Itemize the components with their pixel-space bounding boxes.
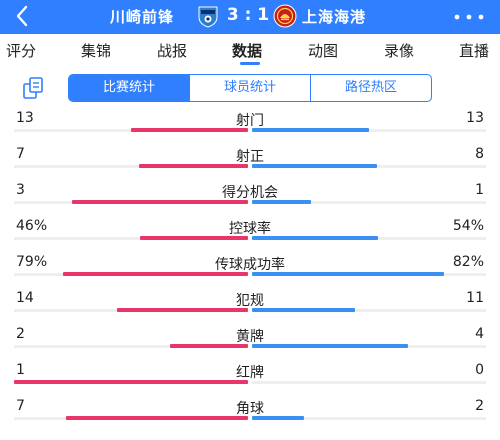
stat-home-value: 7 — [16, 146, 25, 162]
home-bar — [72, 200, 248, 204]
away-track — [252, 381, 486, 384]
stat-label: 黄牌 — [236, 329, 264, 345]
stat-label: 红牌 — [236, 365, 264, 381]
away-bar — [252, 236, 378, 240]
segment-player-stats[interactable]: 球员统计 — [189, 75, 310, 101]
kawasaki-frontale-crest-icon[interactable] — [197, 4, 219, 28]
stat-label: 射门 — [236, 113, 264, 129]
away-bar — [252, 164, 377, 168]
shanghai-port-crest-icon[interactable] — [273, 4, 297, 28]
stat-label: 角球 — [236, 401, 264, 417]
stat-row-corners: 7 角球 2 — [0, 398, 500, 434]
home-track — [14, 165, 248, 168]
away-bar — [252, 272, 444, 276]
segment-heat-zones[interactable]: 路径热区 — [310, 75, 431, 101]
stat-row-yellow-cards: 2 黄牌 4 — [0, 326, 500, 362]
tab-live[interactable]: 直播 — [459, 42, 490, 60]
away-bar — [252, 344, 408, 348]
segment-match-stats[interactable]: 比赛统计 — [69, 75, 189, 101]
tab-replay[interactable]: 录像 — [384, 42, 415, 60]
stat-home-value: 46% — [16, 218, 48, 234]
away-track — [252, 129, 486, 132]
share-icon — [23, 77, 43, 99]
more-button[interactable] — [452, 9, 486, 23]
stat-home-value: 14 — [16, 290, 34, 306]
stat-home-value: 7 — [16, 398, 25, 414]
stat-away-value: 2 — [475, 398, 484, 414]
stat-away-value: 11 — [466, 290, 484, 306]
away-track — [252, 309, 486, 312]
away-bar — [252, 308, 355, 312]
stat-label: 得分机会 — [222, 185, 278, 201]
tab-data[interactable]: 数据 — [232, 42, 263, 60]
home-bar — [14, 380, 248, 384]
stat-home-value: 3 — [16, 182, 25, 198]
home-bar — [66, 416, 248, 420]
stat-home-value: 1 — [16, 362, 25, 378]
home-bar — [139, 164, 248, 168]
away-track — [252, 417, 486, 420]
away-bar — [252, 200, 311, 204]
home-track — [14, 237, 248, 240]
home-bar — [170, 344, 248, 348]
stat-label: 射正 — [236, 149, 264, 165]
tab-rating[interactable]: 评分 — [6, 42, 37, 60]
away-bar — [252, 416, 304, 420]
stat-row-red-cards: 1 红牌 0 — [0, 362, 500, 398]
stat-row-shots: 13 射门 13 — [0, 110, 500, 146]
stat-label: 控球率 — [229, 221, 271, 237]
more-dots-icon — [454, 14, 484, 20]
match-score: 3 : 1 — [226, 5, 270, 25]
stat-row-chances: 3 得分机会 1 — [0, 182, 500, 218]
stat-away-value: 13 — [466, 110, 484, 126]
stat-row-pass-accuracy: 79% 传球成功率 82% — [0, 254, 500, 290]
stat-away-value: 82% — [452, 254, 484, 270]
home-bar — [131, 128, 248, 132]
home-bar — [140, 236, 248, 240]
stat-row-fouls: 14 犯规 11 — [0, 290, 500, 326]
stat-home-value: 13 — [16, 110, 34, 126]
back-button[interactable] — [10, 3, 36, 29]
stat-label: 传球成功率 — [215, 257, 285, 273]
stat-away-value: 4 — [475, 326, 484, 342]
match-header: 川崎前锋 3 : 1 上海海港 — [0, 0, 500, 34]
stat-away-value: 1 — [475, 182, 484, 198]
tab-report[interactable]: 战报 — [157, 42, 188, 60]
home-bar — [63, 272, 248, 276]
chevron-left-icon — [16, 5, 28, 27]
away-track — [252, 201, 486, 204]
away-team-name[interactable]: 上海海港 — [302, 8, 367, 26]
active-tab-indicator — [240, 62, 260, 65]
stat-row-possession: 46% 控球率 54% — [0, 218, 500, 254]
tab-highlights[interactable]: 集锦 — [81, 42, 112, 60]
stat-home-value: 79% — [16, 254, 48, 270]
home-bar — [117, 308, 248, 312]
stat-away-value: 8 — [475, 146, 484, 162]
share-button[interactable] — [20, 75, 46, 101]
stat-away-value: 54% — [452, 218, 484, 234]
tab-gifs[interactable]: 动图 — [308, 42, 339, 60]
stat-label: 犯规 — [236, 293, 264, 309]
away-bar — [252, 128, 369, 132]
stat-row-shots-on-target: 7 射正 8 — [0, 146, 500, 182]
stat-away-value: 0 — [475, 362, 484, 378]
stat-home-value: 2 — [16, 326, 25, 342]
match-tabs: 评分 集锦 战报 数据 动图 录像 直播 — [0, 34, 500, 66]
stats-segmented-control: 比赛统计 球员统计 路径热区 — [68, 74, 432, 102]
home-team-name[interactable]: 川崎前锋 — [110, 8, 175, 26]
home-track — [14, 345, 248, 348]
